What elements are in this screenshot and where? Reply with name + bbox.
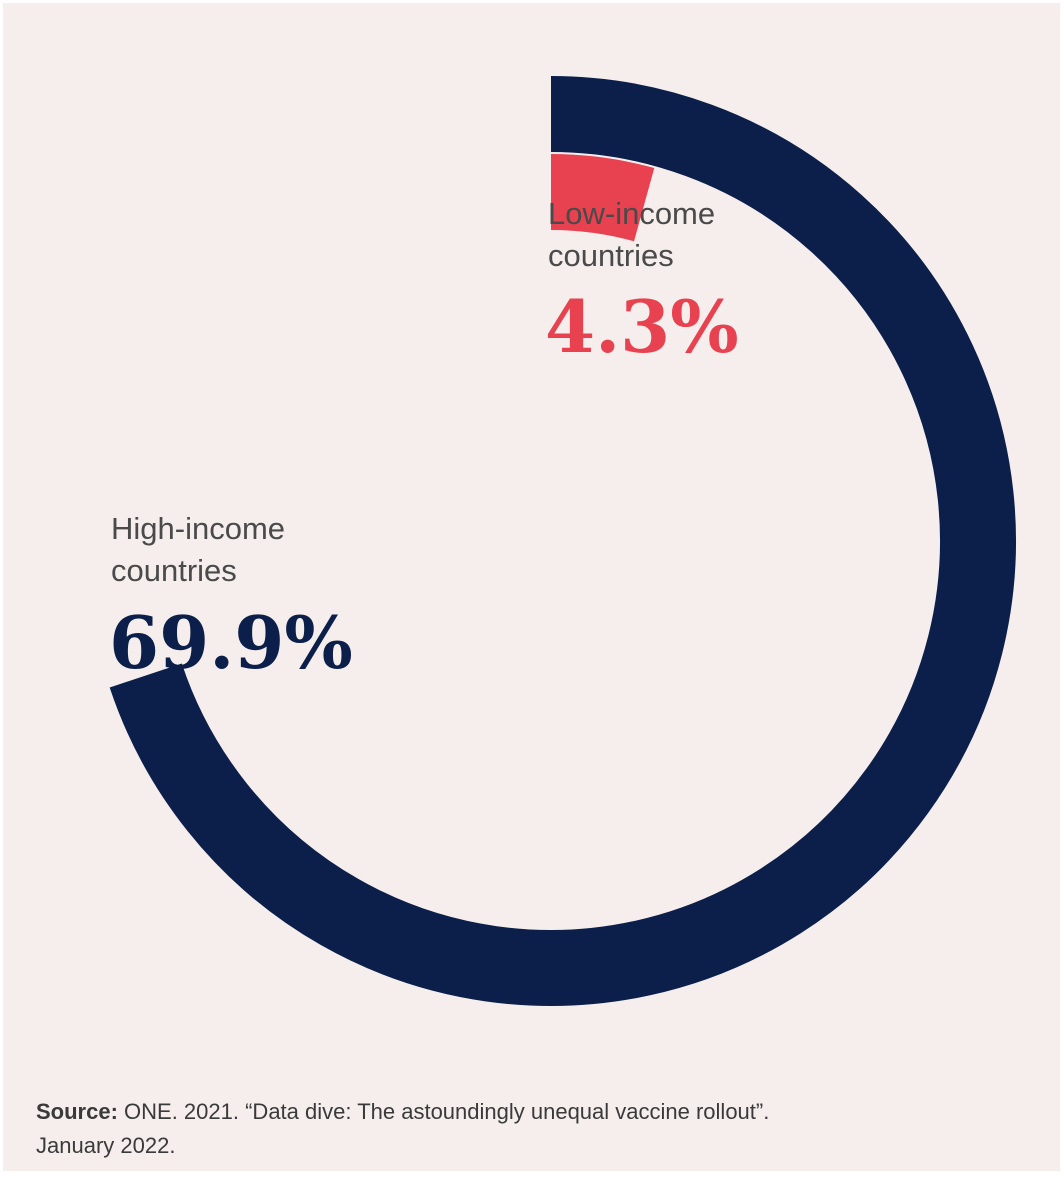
- low-income-label-line2: countries: [548, 238, 674, 273]
- chart-card: Low-income countries 4.3% High-income co…: [3, 3, 1060, 1171]
- high-income-value: 69.9%: [109, 600, 353, 685]
- high-income-arc: [109, 76, 1016, 1006]
- source-label: Source:: [36, 1099, 118, 1124]
- source-line: Source: ONE. 2021. “Data dive: The astou…: [36, 1095, 1036, 1129]
- low-income-label-line1: Low-income: [548, 196, 716, 231]
- source-date: January 2022.: [36, 1133, 176, 1158]
- high-income-label: High-income countries: [111, 508, 371, 592]
- high-income-label-line2: countries: [111, 553, 237, 588]
- source-text: ONE. 2021. “Data dive: The astoundingly …: [117, 1099, 770, 1124]
- high-income-label-line1: High-income: [111, 511, 286, 546]
- source-note: Source: ONE. 2021. “Data dive: The astou…: [36, 1095, 1036, 1163]
- low-income-label: Low-income countries: [548, 193, 808, 277]
- low-income-arc: [550, 154, 655, 242]
- low-income-value: 4.3%: [545, 284, 739, 369]
- radial-chart: [109, 76, 1016, 1006]
